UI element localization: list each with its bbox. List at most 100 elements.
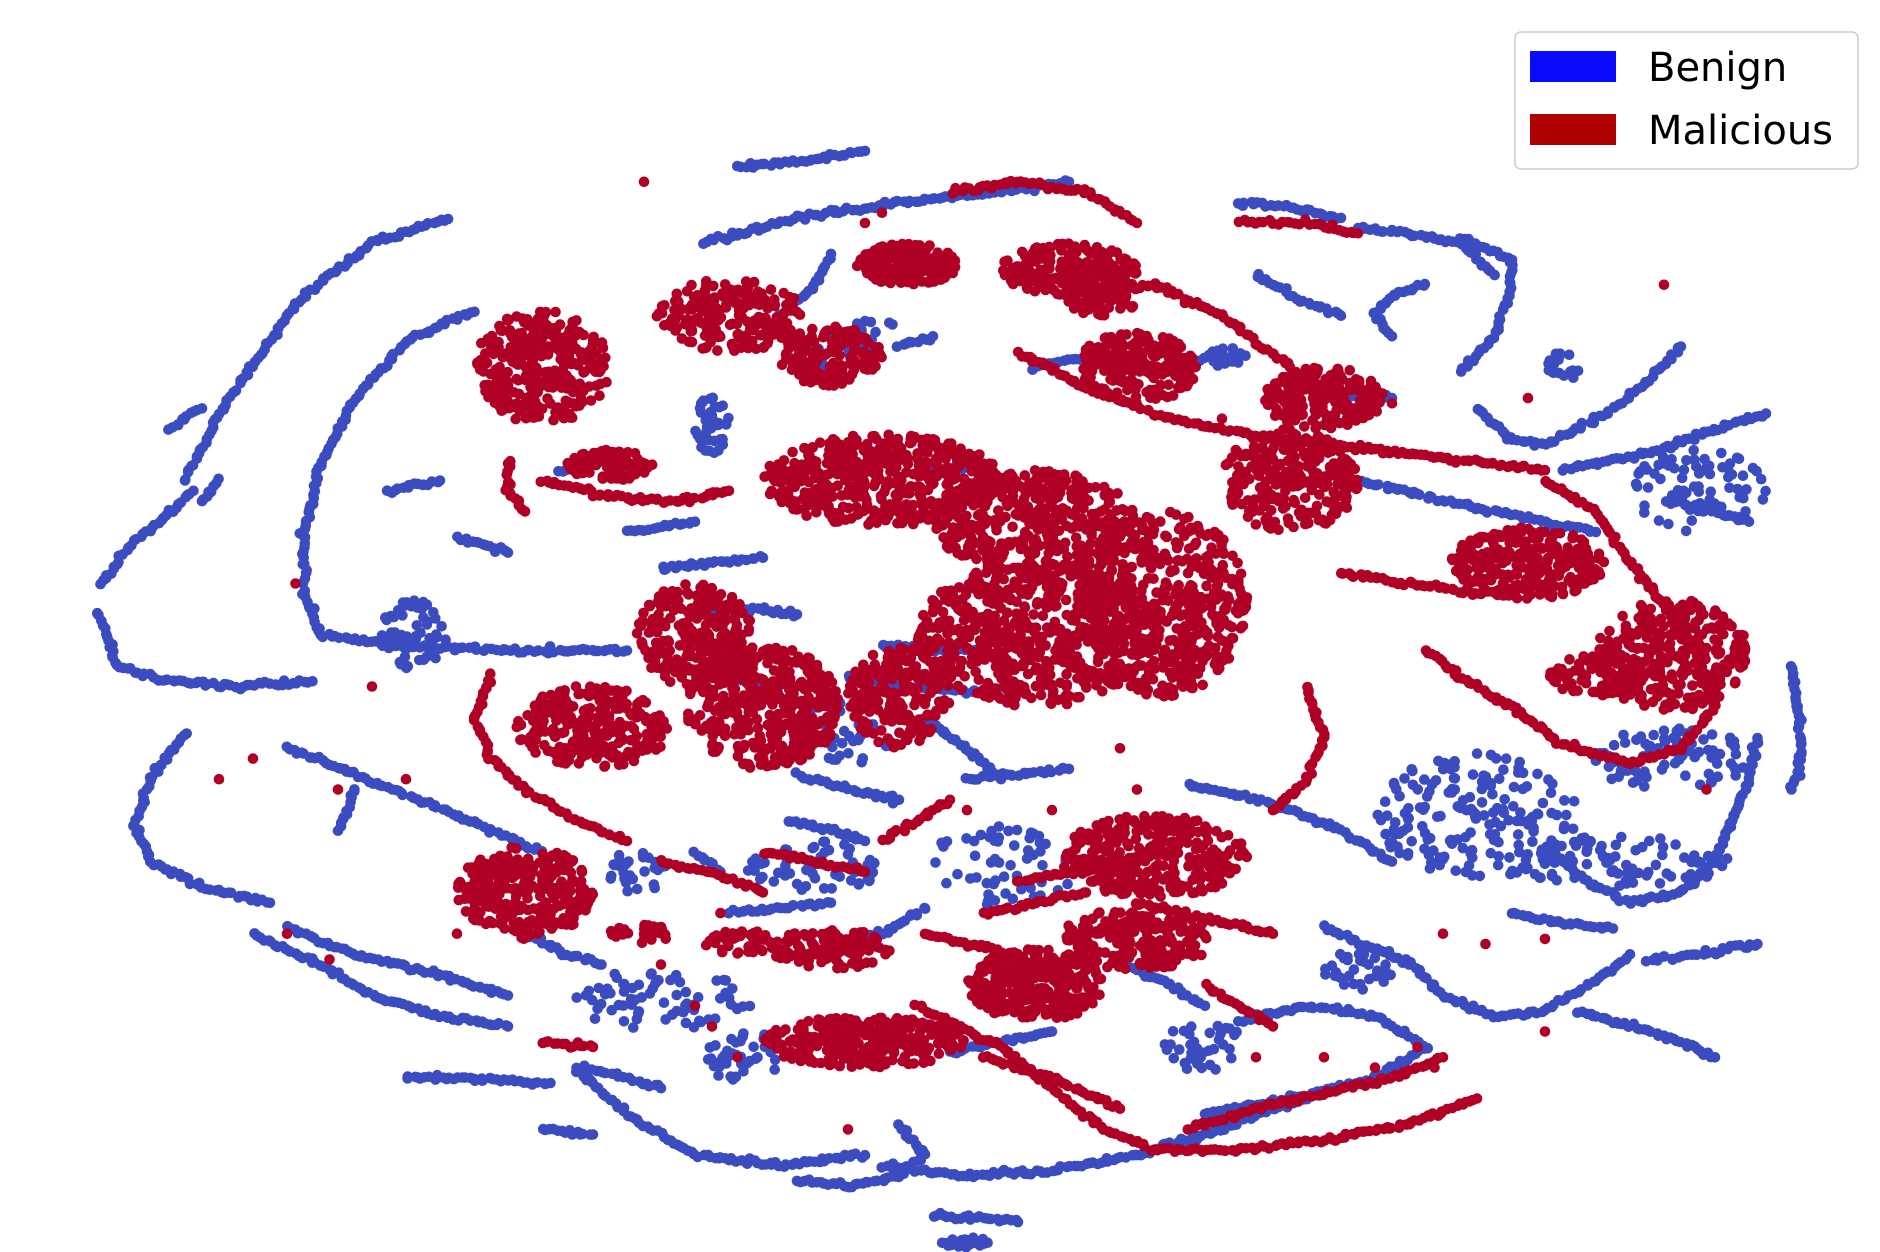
point-malicious — [1267, 928, 1279, 939]
point-malicious — [583, 381, 595, 392]
point-benign — [697, 396, 708, 408]
point-benign — [1465, 803, 1477, 815]
point-benign — [1631, 775, 1643, 786]
point-benign — [1476, 783, 1488, 795]
point-benign — [1561, 857, 1573, 868]
point-benign — [1493, 851, 1505, 862]
point-benign — [952, 868, 963, 880]
point-benign — [397, 789, 408, 801]
point-benign — [1500, 753, 1512, 764]
point-benign — [1686, 515, 1698, 526]
point-benign — [1394, 791, 1405, 802]
point-benign — [264, 897, 276, 909]
point-benign — [1680, 872, 1692, 883]
point-benign — [1588, 879, 1600, 890]
point-benign — [1434, 859, 1445, 871]
point-benign — [859, 1149, 871, 1161]
point-benign — [819, 836, 831, 847]
point-benign — [1046, 1026, 1058, 1037]
point-benign — [1734, 512, 1745, 523]
point-benign — [1484, 828, 1496, 840]
point-benign — [1658, 951, 1669, 962]
point-benign — [1688, 445, 1699, 456]
point-benign — [671, 989, 682, 1001]
point-benign — [1178, 1025, 1190, 1037]
point-benign — [695, 1016, 707, 1028]
point-benign — [859, 835, 871, 847]
point-benign — [1716, 447, 1727, 459]
point-benign — [1394, 828, 1405, 840]
point-benign — [1569, 872, 1580, 884]
point-benign — [502, 990, 514, 1001]
point-benign — [1210, 1064, 1221, 1075]
point-benign — [670, 969, 682, 981]
point-benign — [1712, 850, 1724, 862]
point-benign — [1607, 923, 1619, 934]
point-benign — [1466, 870, 1478, 881]
point-benign — [1508, 781, 1520, 793]
point-benign — [1550, 839, 1562, 850]
point-benign — [1570, 840, 1582, 851]
point-benign — [1403, 803, 1414, 814]
point-malicious — [571, 315, 582, 326]
point-malicious — [757, 887, 769, 898]
point-benign — [1385, 841, 1397, 853]
point-benign — [1704, 494, 1715, 505]
point-benign — [941, 877, 952, 889]
point-malicious — [1471, 1093, 1483, 1104]
point-benign — [1648, 729, 1659, 741]
point-benign — [1037, 860, 1048, 871]
point-benign — [636, 992, 647, 1003]
point-benign — [1488, 807, 1499, 818]
point-benign — [648, 879, 660, 890]
point-benign — [1490, 816, 1501, 828]
point-benign — [1063, 176, 1075, 188]
point-benign — [572, 950, 583, 962]
point-benign — [1634, 466, 1646, 477]
point-benign — [434, 475, 446, 486]
point-benign — [611, 972, 623, 983]
point-benign — [713, 1070, 724, 1081]
point-benign — [430, 652, 441, 664]
point-benign — [418, 654, 430, 666]
point-benign — [1386, 856, 1398, 867]
point-benign — [1504, 852, 1515, 863]
point-benign — [1221, 356, 1233, 368]
point-benign — [1007, 893, 1019, 905]
point-benign — [1186, 1050, 1198, 1062]
point-benign — [1558, 370, 1570, 381]
point-benign — [1706, 729, 1718, 740]
point-malicious — [513, 328, 525, 339]
point-benign — [827, 754, 839, 765]
point-benign — [1378, 976, 1389, 987]
point-benign — [1471, 748, 1483, 759]
point-benign — [1620, 876, 1631, 887]
point-benign — [1419, 843, 1430, 855]
point-benign — [717, 400, 728, 412]
point-benign — [1579, 832, 1590, 843]
point-benign — [961, 833, 972, 844]
point-benign — [1232, 357, 1244, 368]
point-benign — [1689, 850, 1700, 861]
point-benign — [1174, 1044, 1185, 1055]
point-benign — [1335, 212, 1347, 224]
point-benign — [1490, 753, 1502, 764]
point-benign — [196, 403, 208, 414]
point-benign — [1657, 849, 1668, 861]
point-benign — [1517, 783, 1529, 795]
point-benign — [1373, 479, 1384, 490]
point-benign — [1724, 482, 1735, 494]
point-malicious — [519, 506, 531, 517]
point-benign — [1730, 749, 1742, 760]
point-benign — [1751, 465, 1762, 477]
point-benign — [639, 866, 650, 877]
point-benign — [731, 1003, 743, 1015]
point-benign — [609, 859, 620, 871]
point-benign — [715, 434, 726, 445]
point-benign — [1457, 795, 1469, 806]
point-malicious — [1420, 645, 1432, 656]
point-benign — [848, 735, 859, 747]
point-benign — [595, 998, 607, 1010]
point-benign — [1663, 460, 1674, 471]
point-benign — [1724, 458, 1736, 469]
